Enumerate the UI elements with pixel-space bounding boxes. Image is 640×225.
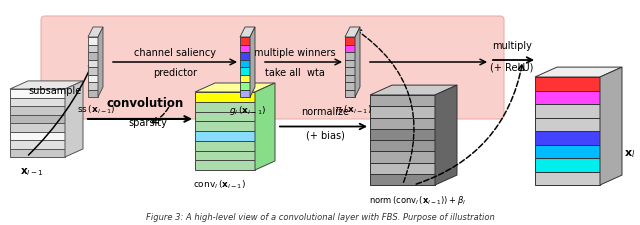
Polygon shape <box>240 53 250 60</box>
Polygon shape <box>240 83 250 90</box>
Polygon shape <box>88 90 98 98</box>
Text: $\mathrm{ss}\,(\mathbf{x}_{l-1})$: $\mathrm{ss}\,(\mathbf{x}_{l-1})$ <box>77 104 115 116</box>
Polygon shape <box>535 145 600 158</box>
Polygon shape <box>240 45 250 53</box>
Text: $\mathrm{norm}\,(\mathrm{conv}_l\,(\mathbf{x}_{l-1}))+\beta_l$: $\mathrm{norm}\,(\mathrm{conv}_l\,(\math… <box>369 193 467 206</box>
Polygon shape <box>535 91 600 105</box>
Polygon shape <box>435 86 457 185</box>
Polygon shape <box>88 60 98 68</box>
Polygon shape <box>88 28 103 38</box>
Text: sparsity: sparsity <box>129 117 168 127</box>
Text: $\pi_l\,(\mathbf{x}_{l-1})$: $\pi_l\,(\mathbf{x}_{l-1})$ <box>335 104 371 116</box>
Polygon shape <box>535 131 600 145</box>
Text: $\mathbf{x}_{l-1}$: $\mathbf{x}_{l-1}$ <box>20 165 44 177</box>
Polygon shape <box>255 84 275 170</box>
Polygon shape <box>345 75 355 83</box>
Polygon shape <box>88 53 98 60</box>
Text: predictor: predictor <box>153 68 197 78</box>
Polygon shape <box>65 81 83 157</box>
Polygon shape <box>600 68 622 185</box>
Polygon shape <box>370 96 435 107</box>
Polygon shape <box>370 174 435 185</box>
Polygon shape <box>535 118 600 131</box>
Polygon shape <box>250 28 255 98</box>
Polygon shape <box>240 68 250 75</box>
Polygon shape <box>195 112 255 122</box>
Polygon shape <box>195 151 255 160</box>
Text: normalize: normalize <box>301 107 349 117</box>
FancyBboxPatch shape <box>41 17 504 119</box>
Polygon shape <box>195 160 255 170</box>
Polygon shape <box>195 122 255 131</box>
Polygon shape <box>10 98 65 106</box>
Polygon shape <box>240 75 250 83</box>
Polygon shape <box>240 38 250 45</box>
Text: convolution: convolution <box>106 97 184 110</box>
Text: Figure 3: A high-level view of a convolutional layer with FBS. Purpose of illust: Figure 3: A high-level view of a convolu… <box>146 212 494 221</box>
Polygon shape <box>98 28 103 98</box>
Polygon shape <box>535 105 600 118</box>
Text: multiply: multiply <box>492 41 532 51</box>
Text: (+ ReLU): (+ ReLU) <box>490 63 534 73</box>
Polygon shape <box>10 106 65 115</box>
Text: channel saliency: channel saliency <box>134 48 216 58</box>
Polygon shape <box>10 140 65 149</box>
Polygon shape <box>195 102 255 112</box>
Text: $\mathbf{x}_l$: $\mathbf{x}_l$ <box>624 147 636 159</box>
Polygon shape <box>370 129 435 140</box>
Polygon shape <box>345 60 355 68</box>
Text: multiple winners: multiple winners <box>254 48 336 58</box>
Polygon shape <box>10 132 65 140</box>
Polygon shape <box>88 38 98 45</box>
Polygon shape <box>88 75 98 83</box>
Text: take all  wta: take all wta <box>265 68 325 78</box>
Polygon shape <box>370 86 457 96</box>
Polygon shape <box>195 84 275 93</box>
Text: subsample: subsample <box>28 86 82 96</box>
Polygon shape <box>345 53 355 60</box>
Text: $\mathrm{conv}_l\,(\mathbf{x}_{l-1})$: $\mathrm{conv}_l\,(\mathbf{x}_{l-1})$ <box>193 178 246 191</box>
Polygon shape <box>10 115 65 124</box>
Polygon shape <box>195 141 255 151</box>
Polygon shape <box>345 28 360 38</box>
Polygon shape <box>195 131 255 141</box>
Polygon shape <box>240 60 250 68</box>
Polygon shape <box>370 163 435 174</box>
Polygon shape <box>535 158 600 172</box>
Polygon shape <box>345 38 355 45</box>
Polygon shape <box>240 90 250 98</box>
Polygon shape <box>370 118 435 129</box>
Text: $g_l\,(\mathbf{x}_{l-1})$: $g_l\,(\mathbf{x}_{l-1})$ <box>230 104 266 117</box>
Polygon shape <box>10 90 65 98</box>
Polygon shape <box>10 124 65 132</box>
Polygon shape <box>535 78 600 91</box>
Polygon shape <box>195 93 255 102</box>
Polygon shape <box>345 45 355 53</box>
Polygon shape <box>10 81 83 90</box>
Polygon shape <box>345 90 355 98</box>
Polygon shape <box>88 83 98 90</box>
Polygon shape <box>535 172 600 185</box>
Polygon shape <box>355 28 360 98</box>
Polygon shape <box>535 68 622 78</box>
Polygon shape <box>88 45 98 53</box>
Text: (+ bias): (+ bias) <box>305 130 344 140</box>
Polygon shape <box>88 68 98 75</box>
Polygon shape <box>345 83 355 90</box>
Polygon shape <box>10 149 65 157</box>
Polygon shape <box>370 152 435 163</box>
Polygon shape <box>240 28 255 38</box>
Polygon shape <box>370 107 435 118</box>
Polygon shape <box>345 68 355 75</box>
Polygon shape <box>370 140 435 152</box>
